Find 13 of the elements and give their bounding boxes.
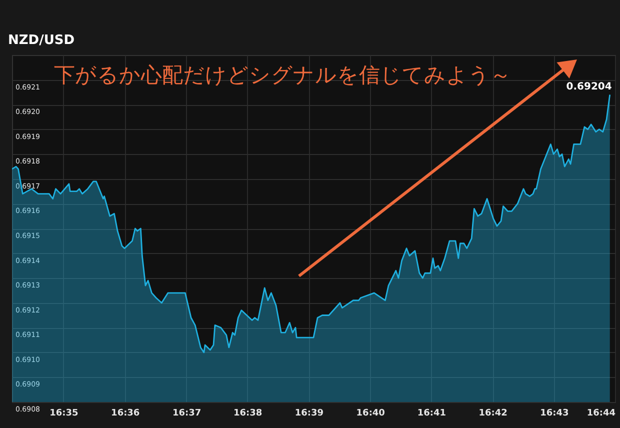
x-tick-label: 16:41 (417, 408, 446, 418)
chart-title: NZD/USD (8, 33, 75, 48)
annotation: 下がるか心配だけどシグナルを信じてみよう～ (54, 63, 511, 87)
x-tick-label: 16:42 (478, 408, 508, 418)
x-tick-label: 16:40 (356, 408, 385, 418)
annotation: 0.69204 (566, 82, 612, 93)
x-tick-label: 16:37 (172, 408, 202, 418)
x-tick-label: 16:39 (294, 408, 324, 418)
x-tick-label: 16:43 (540, 408, 569, 418)
x-tick-label: 16:35 (50, 408, 78, 418)
x-tick-label: 16:44 (586, 408, 616, 418)
x-tick-label: 16:38 (233, 408, 262, 418)
x-tick-label: 16:36 (111, 408, 140, 418)
